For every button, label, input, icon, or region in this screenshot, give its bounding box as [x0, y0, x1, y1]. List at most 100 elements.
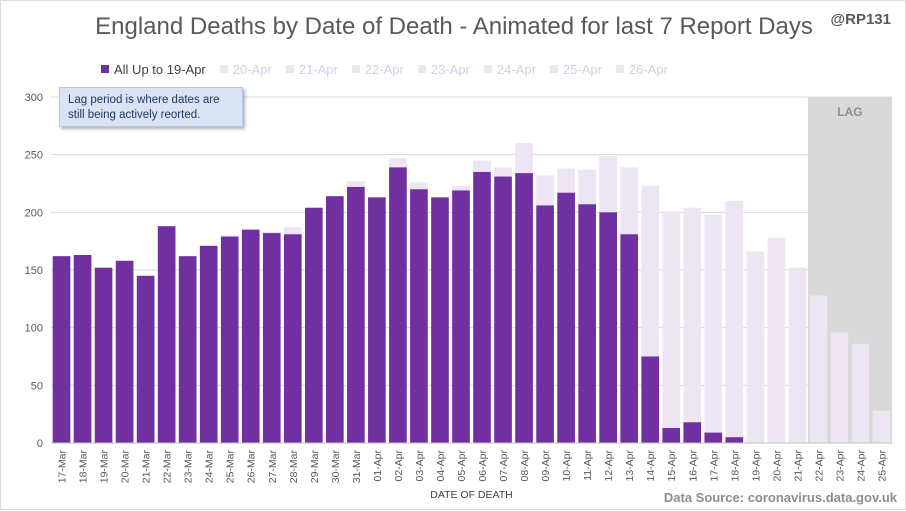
x-tick-label: 23-Apr	[834, 449, 846, 481]
x-tick-label: 12-Apr	[603, 449, 615, 481]
data-source: Data Source: coronavirus.data.gov.uk	[663, 490, 897, 505]
bar-later-reports	[515, 143, 533, 174]
bar-later-reports	[473, 160, 491, 172]
bar-up-to-19-apr	[136, 275, 155, 443]
bar-up-to-19-apr	[326, 196, 344, 443]
bar-up-to-19-apr	[452, 190, 470, 443]
legend-item: 26-Apr	[615, 61, 668, 77]
lag-note-box: Lag period is where dates are still bein…	[59, 87, 243, 127]
bar-later-reports	[220, 235, 239, 237]
bar-up-to-19-apr	[304, 207, 323, 443]
author-handle: @RP131	[830, 11, 892, 28]
x-axis-title: DATE OF DEATH	[430, 489, 512, 501]
x-tick-label: 14-Apr	[645, 449, 657, 481]
legend-swatch	[483, 65, 492, 73]
chart-title: England Deaths by Date of Death - Animat…	[95, 13, 813, 40]
legend-label: All Up to 19-Apr	[114, 61, 206, 77]
bar-up-to-19-apr	[157, 226, 176, 443]
bar-later-reports	[704, 214, 723, 433]
x-tick-label: 03-Apr	[414, 449, 426, 481]
bar-up-to-19-apr	[578, 204, 596, 443]
x-tick-label: 19-Mar	[99, 450, 111, 484]
x-tick-label: 07-Apr	[498, 449, 510, 481]
lag-label: LAG	[837, 105, 862, 119]
legend-item: 22-Apr	[351, 61, 404, 77]
bar-later-reports	[494, 167, 512, 177]
bar-up-to-19-apr	[94, 267, 113, 443]
x-tick-label: 18-Mar	[78, 450, 90, 484]
bar-up-to-19-apr	[368, 197, 386, 443]
legend-label: 23-Apr	[430, 61, 470, 77]
bar-later-reports	[809, 295, 828, 443]
bar-later-reports	[557, 168, 575, 193]
legend-label: 24-Apr	[496, 61, 536, 77]
bar-later-reports	[830, 332, 849, 443]
legend-swatch	[417, 65, 426, 73]
x-tick-label: 06-Apr	[477, 449, 489, 481]
bar-up-to-19-apr	[515, 173, 533, 443]
x-tick-label: 11-Apr	[582, 450, 594, 481]
bar-up-to-19-apr	[199, 245, 218, 443]
x-tick-label: 10-Apr	[561, 449, 573, 481]
bar-later-reports	[389, 158, 407, 168]
legend-item: 23-Apr	[417, 61, 470, 77]
bar-later-reports	[347, 181, 365, 187]
bar-up-to-19-apr	[641, 356, 660, 443]
legend-item: 20-Apr	[219, 61, 272, 77]
x-tick-label: 20-Mar	[120, 450, 132, 484]
x-tick-label: 24-Apr	[855, 449, 867, 481]
legend-label: 21-Apr	[298, 61, 338, 77]
x-tick-label: 29-Mar	[309, 450, 321, 484]
bar-up-to-19-apr	[73, 255, 92, 443]
bar-up-to-19-apr	[347, 186, 365, 443]
bar-later-reports	[767, 237, 786, 443]
bar-later-reports	[283, 227, 302, 235]
legend-swatch	[549, 65, 558, 73]
bar-up-to-19-apr	[283, 234, 302, 443]
x-tick-label: 13-Apr	[624, 449, 636, 481]
bar-up-to-19-apr	[220, 236, 239, 443]
bar-up-to-19-apr	[662, 428, 681, 443]
bar-later-reports	[536, 175, 554, 206]
bar-later-reports	[746, 251, 765, 443]
bar-later-reports	[578, 169, 596, 205]
x-tick-label: 27-Mar	[267, 450, 279, 484]
y-tick-label: 300	[25, 92, 43, 104]
x-tick-label: 01-Apr	[372, 449, 384, 481]
bar-later-reports	[452, 185, 470, 191]
legend-item: All Up to 19-Apr	[101, 61, 206, 77]
bar-later-reports	[662, 211, 681, 429]
bar-up-to-19-apr	[599, 212, 617, 443]
bar-up-to-19-apr	[431, 197, 449, 443]
bar-later-reports	[599, 155, 617, 213]
x-tick-label: 15-Apr	[666, 449, 678, 481]
legend-swatch	[351, 65, 360, 73]
bar-later-reports	[725, 200, 744, 438]
bar-later-reports	[683, 207, 702, 423]
lag-note-line-2: still being actively reorted.	[68, 109, 201, 121]
bar-up-to-19-apr	[389, 167, 407, 443]
bar-up-to-19-apr	[725, 437, 744, 443]
bar-up-to-19-apr	[115, 260, 134, 443]
chart-legend: All Up to 19-Apr 20-Apr 21-Apr 22-Apr 23-Apr…	[101, 61, 682, 77]
bar-later-reports	[788, 267, 807, 443]
x-tick-label: 17-Apr	[708, 449, 720, 481]
legend-swatch	[615, 65, 624, 73]
bar-up-to-19-apr	[683, 422, 702, 443]
bar-up-to-19-apr	[262, 233, 281, 443]
x-tick-label: 05-Apr	[456, 449, 468, 481]
legend-swatch	[101, 65, 109, 73]
x-tick-label: 17-Mar	[57, 450, 69, 484]
y-tick-label: 150	[25, 265, 43, 277]
legend-label: 26-Apr	[628, 61, 668, 77]
x-tick-label: 25-Apr	[876, 449, 888, 481]
y-tick-label: 0	[37, 438, 43, 450]
y-tick-label: 100	[25, 323, 43, 335]
bar-up-to-19-apr	[557, 192, 575, 443]
x-tick-label: 21-Apr	[792, 449, 804, 481]
bar-later-reports	[641, 185, 660, 357]
x-tick-label: 25-Mar	[225, 450, 237, 484]
legend-label: 22-Apr	[364, 61, 404, 77]
